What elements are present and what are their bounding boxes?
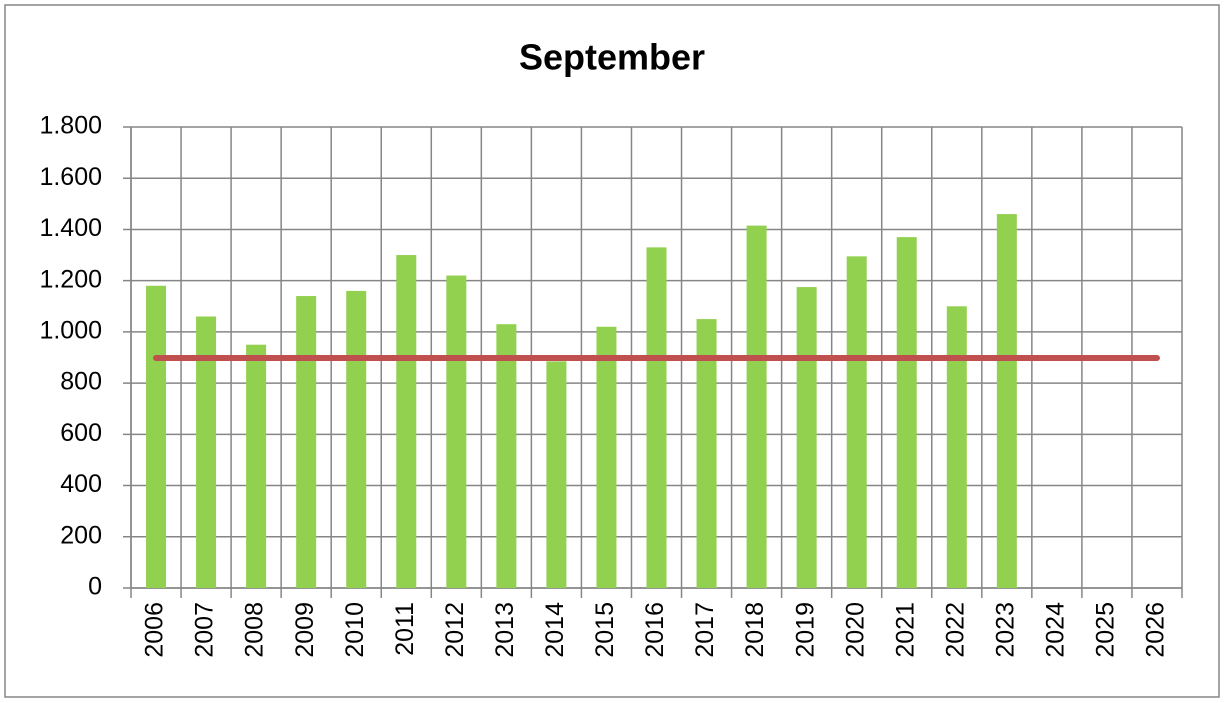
y-tick-label: 0 xyxy=(88,573,102,601)
x-tick-label: 2019 xyxy=(791,602,819,658)
bar xyxy=(446,275,467,588)
bar xyxy=(496,324,517,588)
x-tick-label: 2008 xyxy=(241,602,269,658)
y-tick-label: 200 xyxy=(60,521,102,549)
x-tick-label: 2026 xyxy=(1142,602,1170,658)
x-tick-label: 2007 xyxy=(191,602,219,658)
bar xyxy=(596,326,617,588)
x-tick-label: 2011 xyxy=(391,602,419,656)
x-tick-label: 2014 xyxy=(541,602,569,658)
bar xyxy=(646,247,667,588)
bar xyxy=(896,237,917,588)
x-tick-label: 2025 xyxy=(1092,602,1120,658)
y-tick-label: 1.000 xyxy=(39,316,102,344)
y-tick-label: 800 xyxy=(60,368,102,396)
bar xyxy=(946,306,967,588)
y-tick-label: 1.400 xyxy=(39,214,102,242)
x-tick-label: 2024 xyxy=(1041,602,1069,658)
bar xyxy=(796,287,817,588)
x-tick-label: 2017 xyxy=(691,602,719,658)
bar xyxy=(146,285,167,588)
y-tick-label: 1.200 xyxy=(39,265,102,293)
x-tick-label: 2018 xyxy=(741,602,769,658)
x-tick-label: 2013 xyxy=(491,602,519,658)
bar xyxy=(996,214,1017,589)
bar xyxy=(696,319,717,588)
x-tick-label: 2016 xyxy=(641,602,669,658)
bar xyxy=(196,316,217,588)
x-tick-label: 2009 xyxy=(291,602,319,658)
y-tick-label: 400 xyxy=(60,470,102,498)
bar xyxy=(296,296,317,588)
chart-title: September xyxy=(519,37,705,78)
x-tick-label: 2021 xyxy=(891,602,919,658)
x-tick-label: 2023 xyxy=(991,602,1019,658)
x-tick-label: 2015 xyxy=(591,602,619,658)
y-tick-label: 1.600 xyxy=(39,163,102,191)
x-tick-label: 2006 xyxy=(141,602,169,658)
bar xyxy=(396,255,417,589)
x-tick-label: 2010 xyxy=(341,602,369,658)
bar xyxy=(346,290,367,588)
bar xyxy=(746,225,767,588)
bar xyxy=(246,344,267,588)
bar xyxy=(546,361,567,588)
x-tick-label: 2022 xyxy=(941,602,969,658)
y-tick-label: 1.800 xyxy=(39,112,102,140)
y-tick-label: 600 xyxy=(60,419,102,447)
x-tick-label: 2020 xyxy=(841,602,869,658)
bar xyxy=(846,256,867,588)
x-tick-label: 2012 xyxy=(441,602,469,658)
